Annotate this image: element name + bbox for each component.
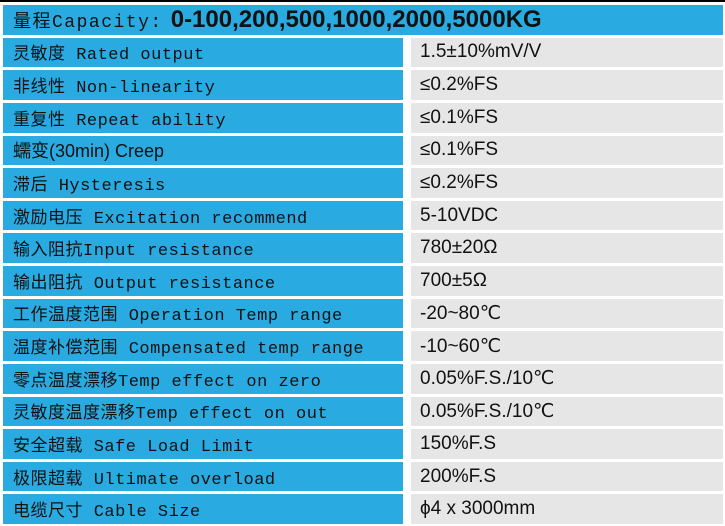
table-row: 安全超载 Safe Load Limit 150%F.S (3, 429, 723, 459)
spec-label-cable-size: 电缆尺寸 Cable Size (3, 494, 403, 524)
spec-value-repeat-ability: ≤0.1%FS (411, 102, 723, 133)
spec-label-compensated-temp: 温度补偿范围 Compensated temp range (3, 331, 403, 361)
spec-value-operation-temp: -20~80℃ (411, 298, 723, 329)
spec-value-excitation: 5-10VDC (411, 200, 723, 231)
spec-value-safe-load: 150%F.S (411, 429, 723, 459)
spec-value-temp-effect-zero: 0.05%F.S./10℃ (411, 363, 723, 394)
capacity-value: 0-100,200,500,1000,2000,5000KG (170, 5, 542, 33)
table-row: 重复性 Repeat ability ≤0.1%FS (3, 102, 723, 133)
spec-label-repeat-ability: 重复性 Repeat ability (3, 102, 403, 133)
spec-value-input-resistance: 780±20Ω (411, 233, 723, 263)
table-row: 输出阻抗 Output resistance 700±5Ω (3, 266, 723, 296)
table-row: 非线性 Non-linearity ≤0.2%FS (3, 70, 723, 100)
table-row: 滞后 Hysteresis ≤0.2%FS (3, 168, 723, 198)
table-row: 温度补偿范围 Compensated temp range -10~60℃ (3, 331, 723, 361)
table-row: 蠕变(30min) Creep ≤0.1%FS (3, 135, 723, 166)
spec-value-non-linearity: ≤0.2%FS (411, 70, 723, 100)
spec-label-excitation: 激励电压 Excitation recommend (3, 200, 403, 231)
spec-label-output-resistance: 输出阻抗 Output resistance (3, 266, 403, 296)
spec-value-compensated-temp: -10~60℃ (411, 331, 723, 361)
spec-label-creep: 蠕变(30min) Creep (3, 135, 403, 166)
spec-value-ultimate-overload: 200%F.S (411, 461, 723, 492)
table-row: 零点温度漂移Temp effect on zero 0.05%F.S./10℃ (3, 363, 723, 394)
capacity-label: 量程Capacity: (13, 12, 163, 33)
spec-label-safe-load: 安全超载 Safe Load Limit (3, 429, 403, 459)
table-row: 激励电压 Excitation recommend 5-10VDC (3, 200, 723, 231)
table-row: 灵敏度 Rated output 1.5±10%mV/V (3, 37, 723, 68)
spec-label-input-resistance: 输入阻抗Input resistance (3, 233, 403, 263)
spec-label-non-linearity: 非线性 Non-linearity (3, 70, 403, 100)
table-row: 输入阻抗Input resistance 780±20Ω (3, 233, 723, 263)
spec-value-creep: ≤0.1%FS (411, 135, 723, 166)
spec-value-hysteresis: ≤0.2%FS (411, 168, 723, 198)
spec-label-rated-output: 灵敏度 Rated output (3, 37, 403, 68)
table-row: 灵敏度温度漂移Temp effect on out 0.05%F.S./10℃ (3, 396, 723, 427)
table-row: 极限超载 Ultimate overload 200%F.S (3, 461, 723, 492)
table-row: 电缆尺寸 Cable Size ϕ4 x 3000mm (3, 494, 723, 524)
spec-label-operation-temp: 工作温度范围 Operation Temp range (3, 298, 403, 329)
spec-label-hysteresis: 滞后 Hysteresis (3, 168, 403, 198)
spec-value-output-resistance: 700±5Ω (411, 266, 723, 296)
spec-value-cable-size: ϕ4 x 3000mm (411, 494, 723, 524)
spec-label-temp-effect-zero: 零点温度漂移Temp effect on zero (3, 363, 403, 394)
table-row: 工作温度范围 Operation Temp range -20~80℃ (3, 298, 723, 329)
spec-value-rated-output: 1.5±10%mV/V (411, 37, 723, 68)
spec-value-temp-effect-out: 0.05%F.S./10℃ (411, 396, 723, 427)
spec-label-ultimate-overload: 极限超载 Ultimate overload (3, 461, 403, 492)
spec-label-temp-effect-out: 灵敏度温度漂移Temp effect on out (3, 396, 403, 427)
capacity-header-row: 量程Capacity: 0-100,200,500,1000,2000,5000… (3, 5, 723, 35)
